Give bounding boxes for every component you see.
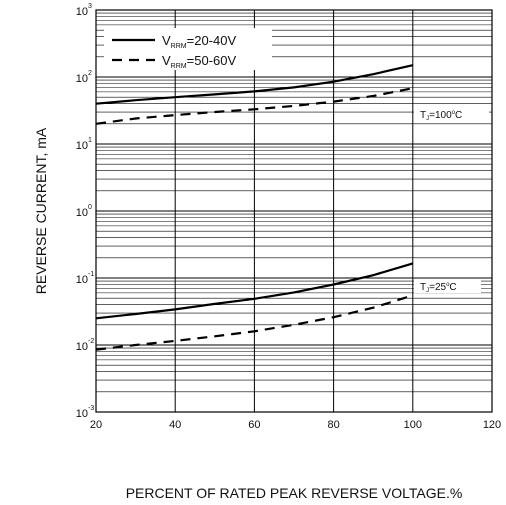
y-tick-exponent: 0 [88, 204, 92, 211]
y-tick-label: 10 -2 [76, 338, 95, 353]
y-tick-base: 10 [76, 408, 88, 420]
series-solid-curve [95, 64, 414, 105]
x-tick-label: 60 [248, 419, 260, 431]
plot-frame [95, 9, 493, 413]
y-axis-title: REVERSE CURRENT, mA [33, 127, 49, 294]
legend-entry: VRRM=50-60V [162, 53, 236, 70]
grid [96, 10, 492, 413]
y-tick-exponent: -1 [88, 271, 94, 278]
legend-entry: VRRM=20-40V [162, 33, 236, 50]
series-dashed-curve [95, 294, 414, 351]
y-tick-exponent: 2 [88, 70, 92, 77]
y-tick-base: 10 [76, 274, 88, 286]
y-tick-base: 10 [76, 341, 88, 353]
x-tick-label: 120 [483, 419, 501, 431]
y-tick-label: 10 0 [76, 204, 92, 219]
y-tick-exponent: -2 [88, 338, 94, 345]
annotation-box [414, 107, 489, 121]
series-layer [95, 64, 414, 351]
y-tick-base: 10 [76, 140, 88, 152]
y-tick-base: 10 [76, 207, 88, 219]
legend-box [104, 28, 272, 70]
series-dashed-curve [95, 87, 414, 125]
y-tick-label: 10 1 [76, 137, 92, 152]
temperature-annotation: TJ=25oC [420, 282, 457, 294]
y-tick-label: 10 -3 [76, 405, 95, 420]
x-tick-labels: 20 40 60 80 100 120 [90, 419, 501, 431]
y-tick-label: 10 3 [76, 3, 92, 18]
x-tick-label: 80 [327, 419, 339, 431]
y-tick-exponent: 1 [88, 137, 92, 144]
y-tick-exponent: -3 [88, 405, 94, 412]
series-solid-curve [95, 262, 414, 320]
annotation-box [414, 279, 481, 293]
x-axis-title: PERCENT OF RATED PEAK REVERSE VOLTAGE.% [126, 485, 463, 501]
x-tick-label: 40 [169, 419, 181, 431]
annotations: TJ=100oC TJ=25oC [414, 107, 489, 294]
temperature-annotation: TJ=100oC [420, 110, 462, 122]
y-tick-base: 10 [76, 73, 88, 85]
y-tick-label: 10 2 [76, 70, 92, 85]
y-tick-exponent: 3 [88, 3, 92, 10]
y-tick-label: 10 -1 [76, 271, 95, 286]
y-tick-base: 10 [76, 6, 88, 18]
x-tick-label: 100 [404, 419, 422, 431]
legend: VRRM=20-40V VRRM=50-60V [104, 28, 272, 70]
x-tick-label: 20 [90, 419, 102, 431]
